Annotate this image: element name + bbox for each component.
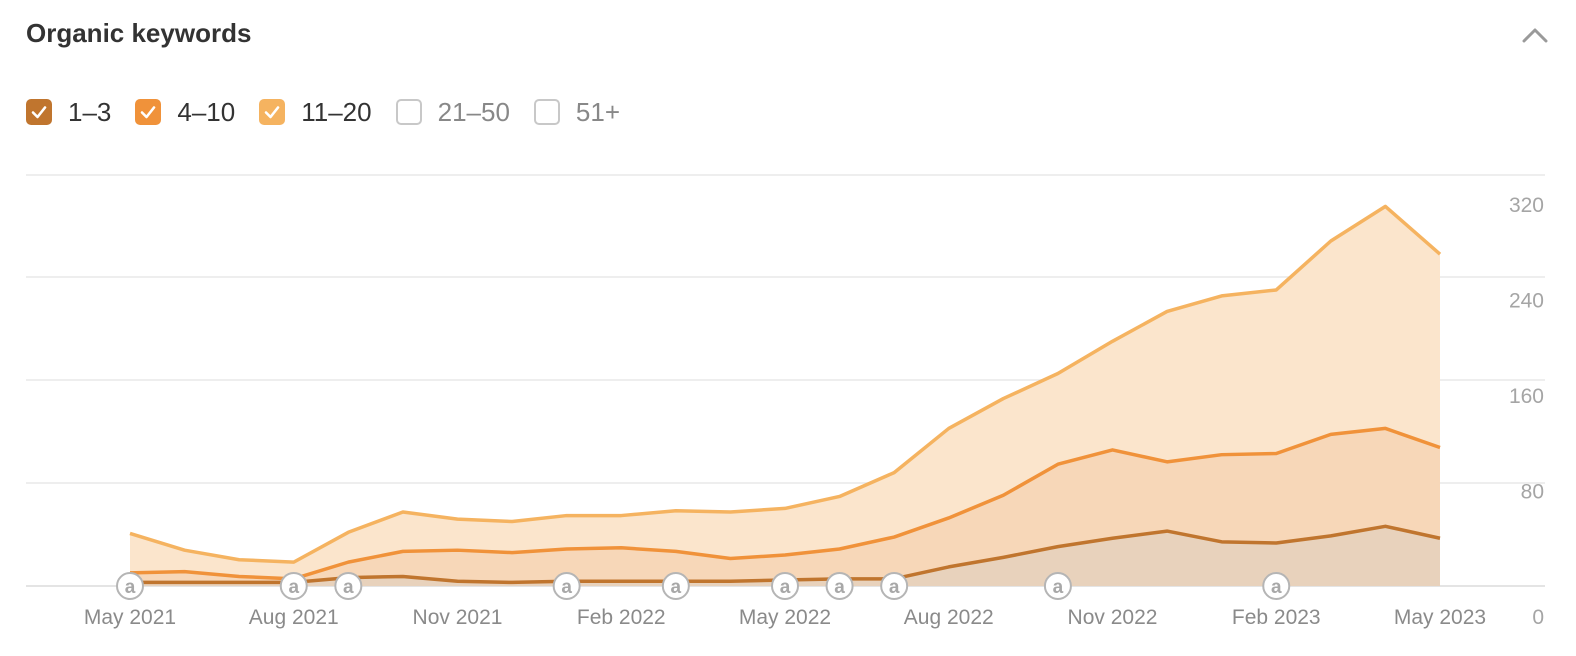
annotation-letter: a	[561, 577, 572, 598]
annotation-circle	[279, 572, 308, 600]
checkbox-checked-icon[interactable]	[26, 99, 52, 125]
annotation-letter: a	[1053, 577, 1064, 598]
legend-item-4[interactable]: 51+	[533, 96, 621, 128]
annotation-marker[interactable]: a	[1043, 572, 1072, 600]
legend: 1–3 4–10 11–20 21–50 51+	[26, 92, 644, 132]
x-tick-label: Aug 2022	[904, 606, 994, 629]
y-tick-label: 240	[1509, 290, 1544, 313]
annotation-circle	[1043, 572, 1072, 600]
x-tick-label: Nov 2021	[413, 606, 503, 629]
annotation-circle	[1262, 572, 1291, 600]
annotation-circle	[825, 572, 854, 600]
annotation-marker[interactable]: a	[334, 572, 363, 600]
panel-title: Organic keywords	[26, 18, 252, 48]
annotation-marker[interactable]: a	[661, 572, 690, 600]
annotation-letter: a	[343, 577, 354, 598]
legend-item-3[interactable]: 21–50	[395, 96, 510, 128]
panel-header: Organic keywords	[26, 14, 1550, 54]
legend-label: 4–10	[177, 96, 236, 127]
annotation-circle	[334, 572, 363, 600]
legend-item-0[interactable]: 1–3	[26, 97, 111, 128]
annotation-letter: a	[1271, 577, 1282, 598]
annotation-circle	[661, 572, 690, 600]
annotation-circle	[880, 572, 909, 600]
chevron-up-icon[interactable]	[1520, 20, 1550, 50]
annotation-marker[interactable]: a	[1262, 572, 1291, 600]
x-tick-label: Feb 2022	[577, 606, 666, 629]
annotation-letter: a	[288, 577, 299, 598]
y-tick-label: 320	[1509, 194, 1544, 217]
annotation-circle	[116, 572, 144, 600]
checkbox-unchecked-icon[interactable]	[533, 99, 560, 125]
annotation-letter: a	[834, 577, 845, 598]
legend-label: 1–3	[68, 96, 112, 127]
annotation-letter: a	[671, 577, 682, 598]
annotation-marker[interactable]: a	[279, 572, 308, 600]
x-tick-label: May 2021	[84, 606, 176, 629]
x-tick-label: Feb 2023	[1232, 606, 1321, 629]
checkbox-checked-icon[interactable]	[259, 99, 286, 125]
legend-item-2[interactable]: 11–20	[259, 96, 372, 128]
legend-label: 11–20	[301, 96, 372, 127]
area-1–3	[130, 526, 1440, 586]
y-tick-label: 160	[1509, 385, 1544, 408]
legend-label: 51+	[575, 96, 621, 127]
x-tick-label: May 2023	[1394, 606, 1486, 629]
legend-item-1[interactable]: 4–10	[135, 97, 235, 128]
checkbox-unchecked-icon[interactable]	[395, 99, 422, 125]
y-tick-label: 0	[1532, 606, 1544, 629]
annotation-circle	[771, 572, 799, 600]
checkbox-checked-icon[interactable]	[135, 99, 162, 125]
annotation-marker[interactable]: a	[552, 572, 581, 600]
annotation-marker[interactable]: a	[825, 572, 854, 600]
annotation-marker[interactable]: a	[116, 572, 144, 600]
annotation-marker[interactable]: a	[880, 572, 909, 600]
x-tick-label: May 2022	[739, 606, 831, 629]
annotation-letter: a	[125, 577, 136, 598]
annotation-letter: a	[889, 577, 900, 598]
x-tick-label: Nov 2022	[1068, 606, 1158, 629]
y-tick-label: 80	[1521, 481, 1544, 504]
annotation-circle	[552, 572, 581, 600]
annotation-marker[interactable]: a	[771, 572, 799, 600]
legend-label: 21–50	[437, 96, 510, 127]
x-tick-label: Aug 2021	[249, 606, 339, 629]
annotation-letter: a	[780, 577, 791, 598]
